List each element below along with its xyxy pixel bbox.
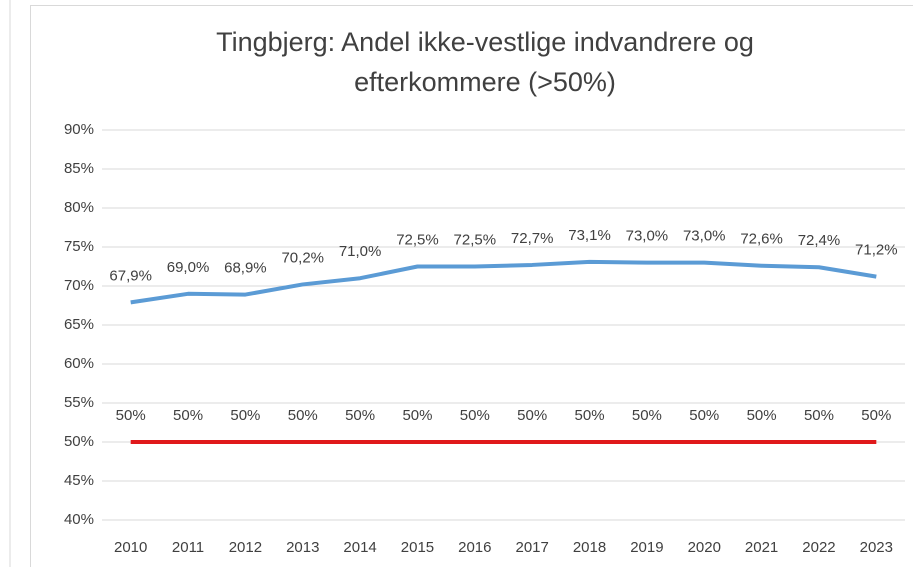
y-tick-label: 85% <box>64 160 94 177</box>
data-label: 70,2% <box>281 249 324 266</box>
x-tick-label: 2012 <box>229 539 262 556</box>
y-tick-label: 75% <box>64 238 94 255</box>
data-label: 72,6% <box>740 231 783 248</box>
data-label: 71,0% <box>339 243 382 260</box>
data-label: 50% <box>230 407 260 424</box>
data-label: 50% <box>861 407 891 424</box>
data-label: 50% <box>288 407 318 424</box>
x-tick-label: 2014 <box>343 539 376 556</box>
x-tick-label: 2015 <box>401 539 434 556</box>
y-tick-label: 50% <box>64 433 94 450</box>
data-label: 67,9% <box>109 267 152 284</box>
data-label: 50% <box>460 407 490 424</box>
data-label: 73,0% <box>626 228 669 245</box>
x-tick-label: 2017 <box>515 539 548 556</box>
y-tick-label: 70% <box>64 277 94 294</box>
y-tick-label: 40% <box>64 511 94 528</box>
x-tick-label: 2013 <box>286 539 319 556</box>
data-label: 72,7% <box>511 230 554 247</box>
x-tick-label: 2023 <box>860 539 893 556</box>
y-tick-label: 65% <box>64 316 94 333</box>
data-label: 50% <box>632 407 662 424</box>
data-label: 50% <box>747 407 777 424</box>
x-tick-label: 2022 <box>802 539 835 556</box>
y-tick-label: 80% <box>64 199 94 216</box>
data-label: 73,1% <box>568 227 611 244</box>
series-line <box>130 259 877 305</box>
data-label: 72,5% <box>396 231 439 248</box>
x-tick-label: 2018 <box>573 539 606 556</box>
data-label: 50% <box>804 407 834 424</box>
x-tick-label: 2016 <box>458 539 491 556</box>
data-label: 50% <box>689 407 719 424</box>
x-tick-label: 2011 <box>172 539 204 556</box>
x-tick-label: 2019 <box>630 539 663 556</box>
x-tick-label: 2010 <box>114 539 147 556</box>
chart-title: Tingbjerg: Andel ikke-vestlige indvandre… <box>216 27 754 97</box>
x-tick-label: 2021 <box>745 539 778 556</box>
data-label: 73,0% <box>683 228 726 245</box>
data-label: 69,0% <box>167 259 210 276</box>
data-label: 50% <box>345 407 375 424</box>
data-label: 72,5% <box>454 231 497 248</box>
y-tick-label: 60% <box>64 355 94 372</box>
data-label: 50% <box>402 407 432 424</box>
data-label: 68,9% <box>224 260 267 277</box>
y-tick-label: 55% <box>64 394 94 411</box>
data-label: 72,4% <box>798 232 841 249</box>
data-label: 50% <box>116 407 146 424</box>
data-label: 50% <box>575 407 605 424</box>
y-tick-label: 45% <box>64 472 94 489</box>
y-tick-label: 90% <box>64 121 94 138</box>
chart-border <box>30 5 913 567</box>
data-label: 71,2% <box>855 242 898 259</box>
x-tick-label: 2020 <box>688 539 721 556</box>
data-label: 50% <box>517 407 547 424</box>
data-label: 50% <box>173 407 203 424</box>
